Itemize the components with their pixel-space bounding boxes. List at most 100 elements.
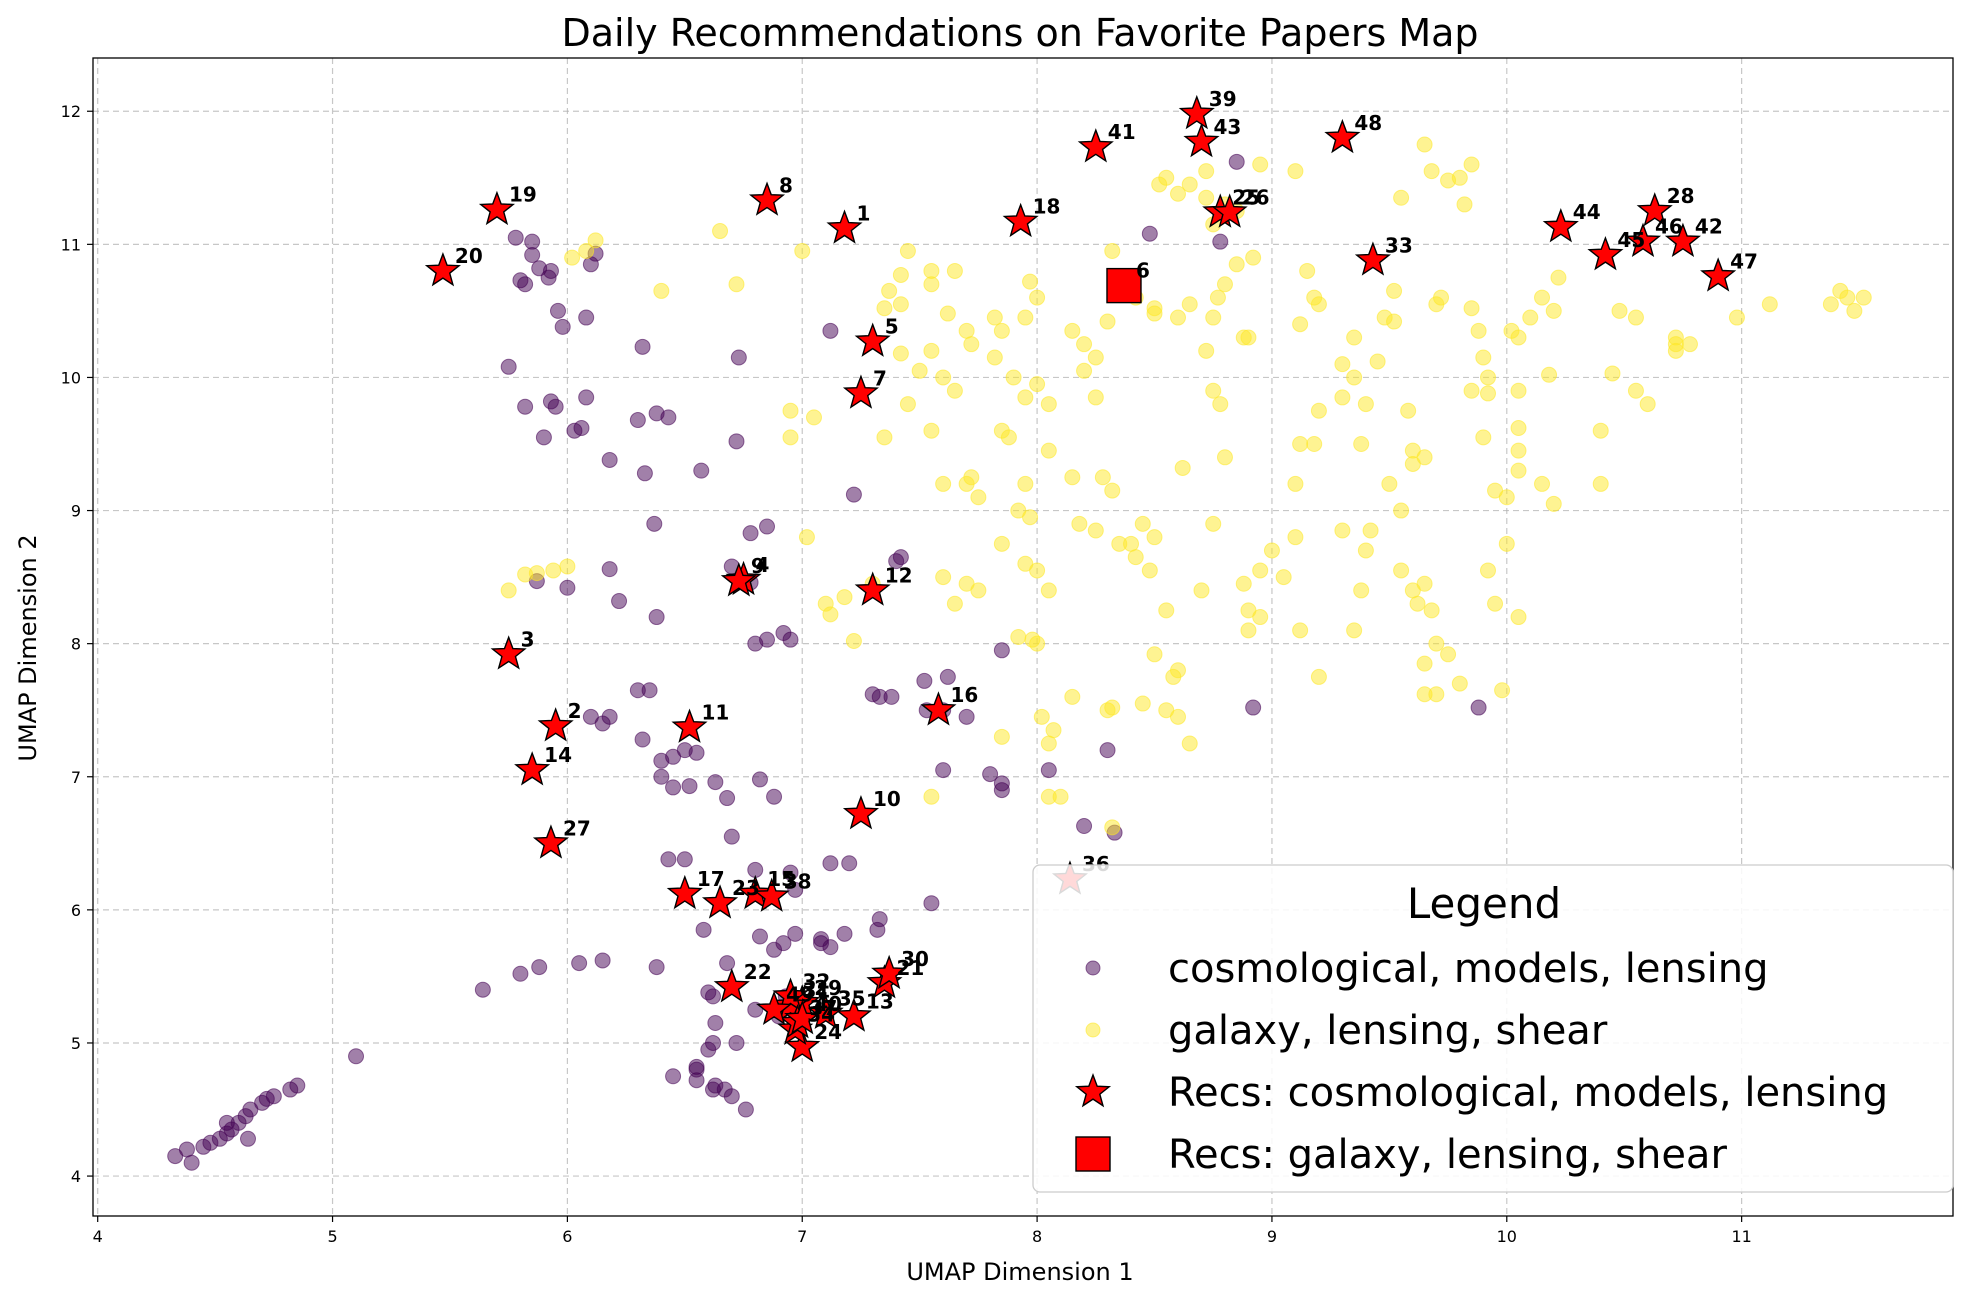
- yellow-point: [1386, 282, 1403, 299]
- purple-point: [634, 338, 651, 355]
- yellow-point: [1216, 449, 1233, 466]
- yellow-point: [1416, 686, 1433, 703]
- rec-star-marker: [720, 562, 757, 597]
- purple-point: [1141, 225, 1158, 242]
- purple-point: [705, 988, 721, 1005]
- yellow-point: [1494, 682, 1511, 699]
- rec-star-marker: [772, 977, 809, 1012]
- yellow-point: [1104, 243, 1121, 259]
- x-tick-label: 11: [1731, 1227, 1751, 1246]
- yellow-point: [1275, 569, 1292, 586]
- rec-label: 5: [885, 315, 899, 339]
- yellow-point: [1040, 735, 1057, 752]
- yellow-point: [1480, 562, 1496, 579]
- purple-point: [751, 771, 768, 788]
- purple-point: [782, 864, 799, 881]
- rec-label: 27: [563, 816, 591, 840]
- yellow-point: [1181, 735, 1198, 752]
- purple-point: [728, 433, 745, 450]
- purple-point: [646, 515, 663, 532]
- yellow-point: [578, 243, 595, 259]
- purple-point: [660, 409, 677, 426]
- purple-point: [707, 774, 724, 791]
- yellow-point: [1346, 329, 1363, 346]
- yellow-point: [881, 282, 898, 299]
- yellow-point: [1510, 609, 1527, 626]
- purple-point: [1040, 762, 1057, 779]
- purple-point: [888, 553, 905, 570]
- purple-point: [578, 309, 595, 326]
- yellow-point: [1263, 542, 1280, 559]
- purple-point: [601, 561, 618, 578]
- yellow-point: [1522, 309, 1539, 326]
- purple-point: [782, 631, 799, 648]
- rec-label: 34: [807, 1003, 835, 1027]
- yellow-point: [1064, 322, 1081, 339]
- rec-label: 19: [509, 183, 537, 207]
- legend-box: [1032, 864, 1954, 1193]
- yellow-point: [1433, 289, 1450, 306]
- yellow-point: [1416, 136, 1433, 153]
- rec-star-marker: [842, 374, 880, 409]
- rec-label: 30: [901, 947, 929, 971]
- purple-point: [641, 682, 658, 699]
- purple-point: [688, 1072, 705, 1089]
- purple-point: [693, 462, 710, 479]
- yellow-point: [1463, 300, 1480, 317]
- purple-point: [554, 318, 571, 335]
- purple-point: [571, 955, 588, 972]
- rec-label: 29: [814, 976, 842, 1000]
- purple-point: [958, 708, 975, 725]
- purple-point: [665, 1068, 682, 1085]
- yellow-point: [1381, 475, 1398, 492]
- yellow-point: [1252, 562, 1269, 579]
- legend-entry-label: Recs: galaxy, lensing, shear: [1168, 1132, 1727, 1178]
- yellow-point: [1252, 156, 1269, 173]
- purple-point: [611, 593, 628, 610]
- legend-star-marker: [1074, 1073, 1112, 1108]
- yellow-point: [1104, 482, 1121, 499]
- yellow-point: [986, 349, 1003, 366]
- rec-star-marker: [1664, 222, 1701, 258]
- y-tick-label: 5: [71, 1034, 81, 1053]
- yellow-point: [1087, 522, 1104, 539]
- yellow-point: [822, 606, 839, 623]
- rec-label: 10: [873, 787, 901, 811]
- yellow-point: [1198, 163, 1215, 180]
- yellow-point: [1040, 396, 1057, 413]
- yellow-point: [1428, 635, 1445, 652]
- yellow-point: [1193, 582, 1210, 599]
- purple-point: [737, 1101, 754, 1118]
- yellow-point: [1104, 699, 1121, 716]
- yellow-point: [899, 396, 916, 413]
- rec-label: 40: [814, 992, 842, 1016]
- yellow-point: [1099, 313, 1116, 330]
- yellow-point: [1822, 296, 1839, 313]
- yellow-point: [1541, 366, 1558, 383]
- rec-label: 43: [1213, 115, 1241, 139]
- rec-label: 42: [1695, 215, 1723, 239]
- rec-label: 20: [455, 244, 483, 268]
- yellow-point: [712, 223, 729, 240]
- yellow-point: [1245, 249, 1262, 266]
- yellow-point: [1456, 196, 1473, 213]
- rec-label: 35: [838, 987, 866, 1011]
- rec-label: 31: [803, 979, 831, 1003]
- yellow-point: [958, 322, 975, 339]
- purple-point: [751, 928, 768, 945]
- yellow-point: [836, 589, 853, 606]
- recommendation-markers: [424, 94, 1737, 1063]
- yellow-point: [1334, 356, 1351, 373]
- purple-point: [634, 731, 651, 748]
- yellow-point: [1592, 422, 1609, 439]
- yellow-point: [1216, 276, 1233, 293]
- rec-star-marker: [826, 209, 863, 244]
- yellow-point: [1353, 582, 1370, 599]
- rec-star-marker: [1700, 257, 1737, 292]
- yellow-point: [1045, 722, 1062, 739]
- yellow-point: [935, 369, 952, 386]
- rec-star-marker: [1624, 222, 1662, 258]
- yellow-point: [1104, 819, 1121, 836]
- y-tick-label: 8: [71, 635, 81, 654]
